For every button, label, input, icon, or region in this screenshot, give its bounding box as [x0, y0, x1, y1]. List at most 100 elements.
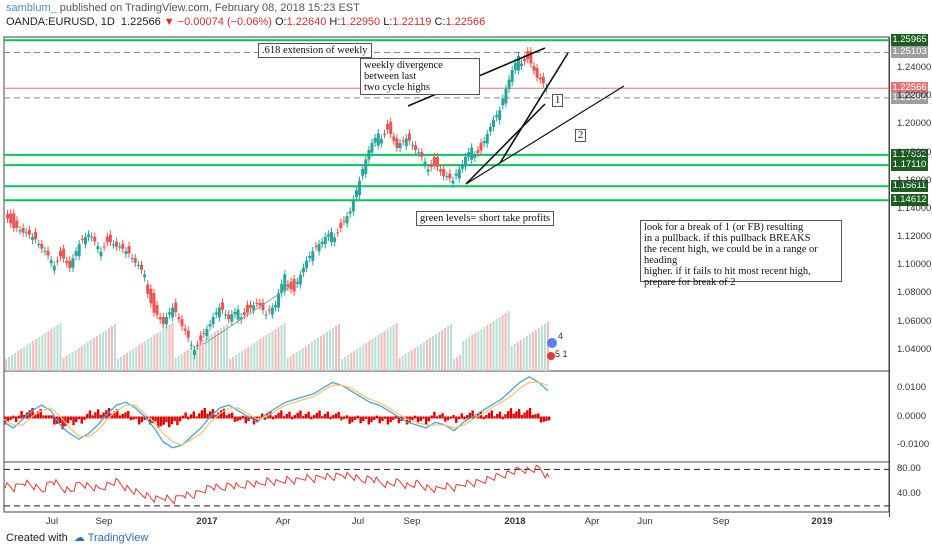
time-tick-label: Sep	[712, 516, 730, 527]
candle-body	[30, 237, 34, 240]
volume-bar	[383, 331, 386, 371]
candle-body	[180, 319, 184, 327]
symbol-label[interactable]: OANDA:EURUSD, 1D	[6, 16, 115, 28]
candle-body	[448, 173, 452, 179]
histogram-bar	[408, 416, 411, 423]
volume-bar	[356, 349, 359, 371]
extension-note[interactable]: .618 extension of weekly	[258, 43, 372, 58]
volume-bar	[447, 326, 450, 371]
volume-bar	[431, 336, 434, 371]
histogram-bar	[184, 412, 187, 419]
candle-body	[186, 330, 190, 338]
volume-bar	[141, 343, 144, 371]
volume-bar	[92, 338, 95, 371]
volume-bar	[335, 326, 338, 371]
candle-body	[420, 152, 424, 157]
candle-body	[127, 246, 131, 254]
time-tick-label: Jul	[45, 516, 59, 527]
volume-bar	[23, 347, 26, 371]
volume-bar	[80, 346, 83, 371]
histogram-bar	[233, 416, 237, 422]
volume-bar	[247, 347, 250, 371]
last-price: 1.22566	[120, 16, 161, 28]
candle-body	[124, 251, 128, 254]
volume-bar	[29, 343, 32, 371]
candle-body	[80, 239, 84, 241]
candle-body	[460, 164, 464, 169]
histogram-bar	[83, 416, 86, 420]
volume-bar	[292, 354, 295, 371]
histogram-bar	[6, 416, 10, 423]
candle-body	[498, 110, 502, 121]
candle-body	[108, 234, 112, 243]
candle-body	[40, 243, 44, 249]
candle-body	[143, 274, 147, 278]
histogram-bar	[28, 410, 32, 419]
volume-bar	[362, 345, 365, 371]
tradingview-logo-icon: ☁	[73, 532, 85, 544]
label-2[interactable]: 2	[575, 129, 587, 142]
time-tick-label: Apr	[584, 516, 600, 527]
label-1[interactable]: 1	[552, 94, 564, 107]
volume-bar	[307, 344, 310, 371]
volume-bar	[495, 319, 498, 371]
histogram-bar	[45, 415, 48, 419]
candle-body	[370, 142, 374, 153]
volume-bar	[380, 333, 383, 371]
candle-body	[220, 302, 224, 310]
histogram-bar	[523, 412, 526, 419]
low-label: L:	[383, 16, 393, 28]
volume-bar	[534, 330, 537, 371]
candle-body	[99, 251, 103, 257]
histogram-bar	[36, 411, 40, 419]
candle-body	[379, 138, 383, 144]
volume-bar	[235, 355, 238, 371]
volume-bar	[465, 339, 468, 371]
volume-bar	[47, 331, 50, 371]
volume-bar	[271, 331, 274, 371]
candle-body	[342, 220, 346, 222]
tradingview-link[interactable]: TradingView	[87, 532, 149, 544]
candle-body	[224, 314, 228, 316]
volume-bar	[20, 349, 23, 371]
volume-bar	[528, 334, 531, 371]
trade-plan-note[interactable]: look for a break of 1 (or FB) resulting …	[640, 220, 842, 288]
histogram-bar	[509, 408, 513, 419]
histogram-bar	[271, 416, 275, 420]
candle-body	[65, 260, 69, 264]
volume-bar	[353, 351, 356, 371]
histogram-bar	[102, 412, 105, 419]
volume-bar	[504, 313, 507, 371]
volume-bar	[110, 326, 113, 371]
volume-bar	[126, 353, 129, 371]
candle-body	[146, 284, 150, 294]
divergence-note[interactable]: weekly divergence between last two cycle…	[360, 58, 480, 95]
time-tick-label: Sep	[403, 516, 421, 527]
candle-body	[189, 344, 193, 346]
volume-bar	[123, 355, 126, 371]
candle-body	[407, 133, 411, 141]
candle-body	[336, 232, 340, 234]
candle-body	[354, 190, 358, 198]
volume-bar	[280, 325, 283, 371]
green-levels-note[interactable]: green levels= short take profits	[416, 211, 555, 226]
histogram-bar	[88, 410, 92, 419]
histogram-bar	[132, 416, 135, 420]
histogram-bar	[356, 415, 360, 419]
author-link[interactable]: samblum_	[6, 2, 57, 14]
histogram-bar	[162, 416, 165, 425]
candle-body	[423, 161, 427, 165]
histogram-bar	[528, 407, 532, 419]
candle-body	[351, 199, 355, 212]
histogram-bar	[151, 416, 155, 423]
candle-body	[488, 126, 492, 132]
candle-body	[115, 241, 119, 247]
volume-bar	[274, 329, 277, 371]
candle-body	[333, 237, 337, 243]
histogram-bar	[143, 416, 146, 420]
candle-body	[470, 147, 474, 160]
volume-bar	[232, 357, 235, 371]
histogram-bar	[159, 416, 163, 427]
candle-body	[196, 345, 200, 347]
histogram-bar	[17, 415, 21, 419]
